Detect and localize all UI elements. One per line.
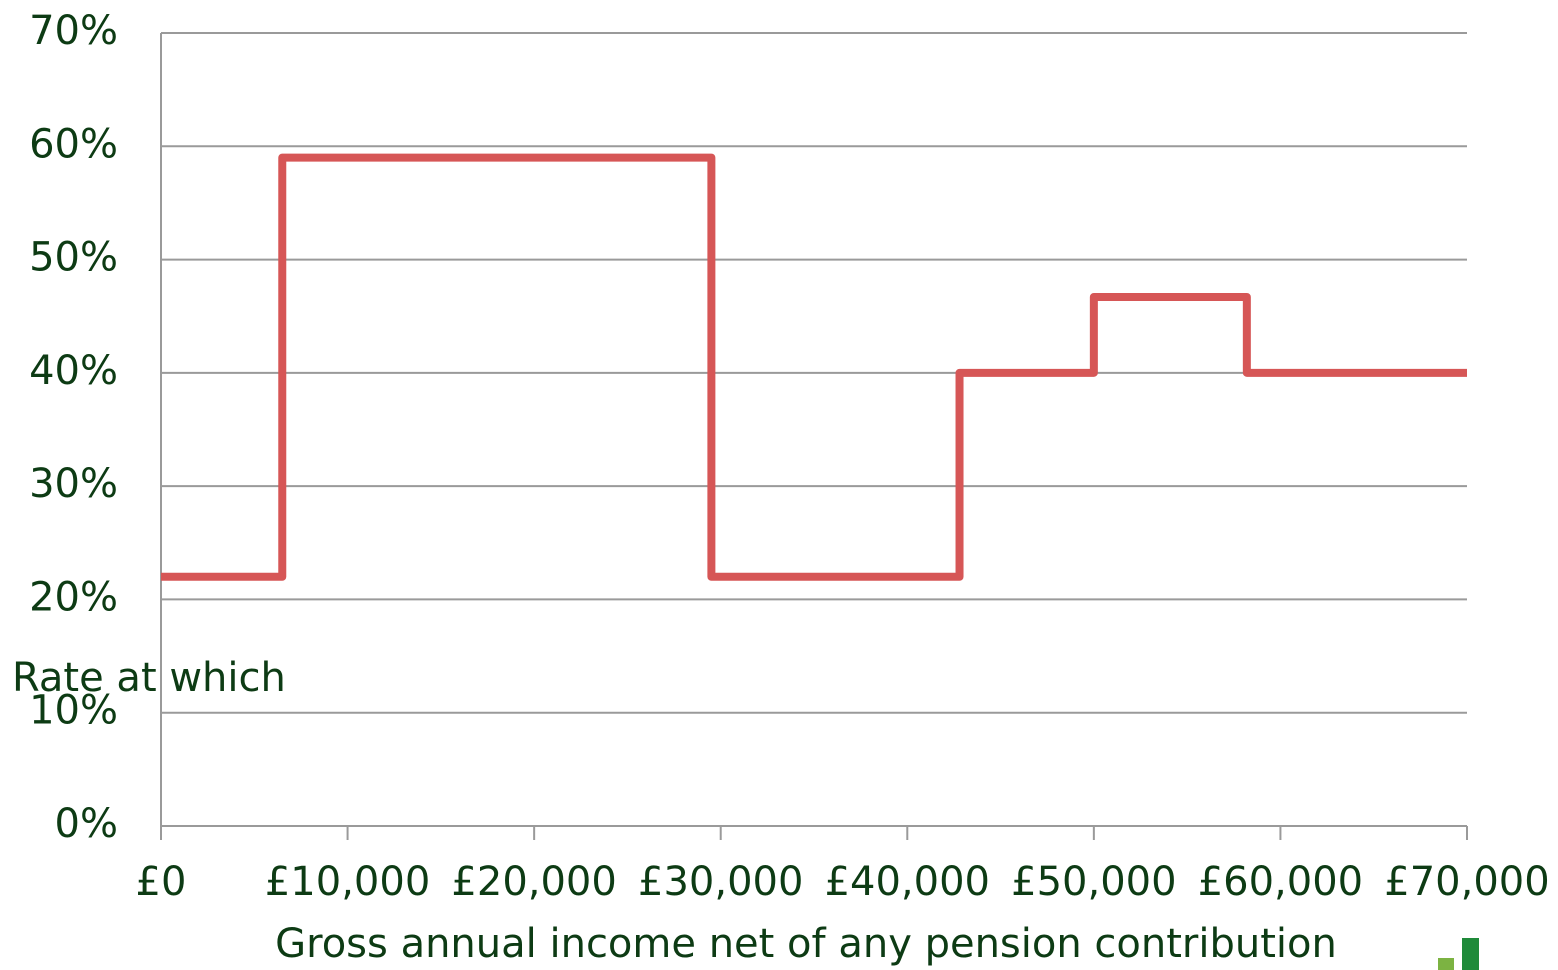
- y-tick-label: 70%: [29, 8, 118, 54]
- x-tick-label: £20,000: [451, 859, 616, 905]
- y-tick-label: 0%: [55, 801, 118, 847]
- x-tick-label: £30,000: [638, 859, 803, 905]
- y-tick-label: 40%: [29, 348, 118, 394]
- x-tick-label: £70,000: [1384, 859, 1549, 905]
- step-line: [161, 153, 1467, 581]
- x-tick-label: £60,000: [1198, 859, 1363, 905]
- x-tick-label: £10,000: [265, 859, 430, 905]
- x-tick-label: £50,000: [1011, 859, 1176, 905]
- x-axis-label: Gross annual income net of any pension c…: [275, 921, 1337, 967]
- y-tick-label: 20%: [29, 574, 118, 620]
- y-axis-label: Rate at which: [12, 655, 286, 701]
- y-tick-label: 30%: [29, 461, 118, 507]
- y-tick-label: 60%: [29, 121, 118, 167]
- x-tick-label: £0: [136, 859, 187, 905]
- y-tick-label: 50%: [29, 235, 118, 281]
- logo: [1438, 938, 1479, 970]
- y-tick-label: 10%: [29, 688, 118, 734]
- x-tick-label: £40,000: [825, 859, 990, 905]
